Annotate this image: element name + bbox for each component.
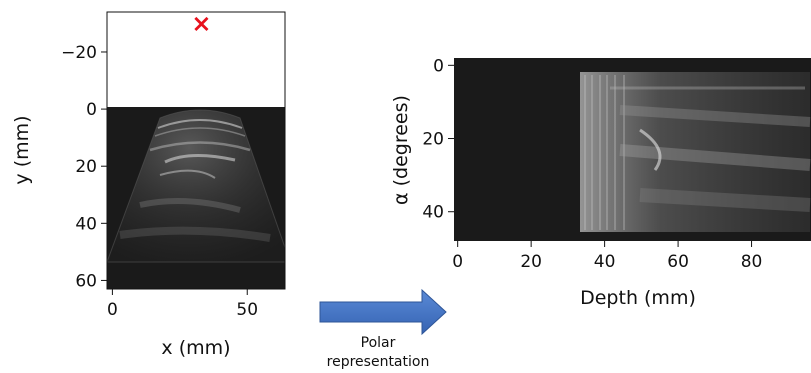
y-tick-label: 20 — [75, 157, 97, 177]
right-y-axis-label: α (degrees) — [390, 95, 412, 205]
left-plot-frame — [106, 11, 286, 290]
ultrasound-fan-image — [107, 109, 285, 263]
y-tick-label: −20 — [61, 43, 97, 63]
x-tick-label: 0 — [107, 300, 118, 320]
right-x-axis-label: Depth (mm) — [580, 287, 696, 309]
x-marker-icon: × — [191, 9, 211, 37]
y-tick-label: 40 — [422, 203, 444, 223]
y-tick-label: 0 — [86, 100, 97, 120]
x-tick-label: 0 — [452, 252, 463, 272]
right-axis-ticks: 0 20 40 60 80 0 20 40 — [422, 56, 762, 272]
arrow-label-line-2: representation — [327, 354, 430, 370]
polar-image — [580, 72, 811, 232]
cartesian-ultrasound-plot: 0 50 −20 0 20 40 60 × x (mm) y (mm) — [11, 9, 286, 359]
left-axis-ticks: 0 50 −20 0 20 40 60 — [61, 43, 258, 320]
arrow-label-line-1: Polar — [361, 335, 396, 351]
x-tick-label: 20 — [520, 252, 542, 272]
polar-representation-arrow: Polar representation — [319, 288, 447, 370]
source-position-marker: × — [191, 9, 211, 37]
y-tick-label: 0 — [433, 56, 444, 76]
x-tick-label: 40 — [594, 252, 616, 272]
white-upper-region — [107, 12, 285, 107]
right-arrow-icon — [319, 288, 447, 336]
polar-ultrasound-plot: 0 20 40 60 80 0 20 40 Depth (mm) α (degrees) — [390, 56, 811, 309]
x-tick-label: 80 — [741, 252, 763, 272]
left-y-axis-label: y (mm) — [11, 115, 33, 184]
y-tick-label: 60 — [75, 271, 97, 291]
x-tick-label: 50 — [236, 300, 258, 320]
y-tick-label: 20 — [422, 130, 444, 150]
y-tick-label: 40 — [75, 214, 97, 234]
left-x-axis-label: x (mm) — [161, 337, 230, 359]
x-tick-label: 60 — [667, 252, 689, 272]
